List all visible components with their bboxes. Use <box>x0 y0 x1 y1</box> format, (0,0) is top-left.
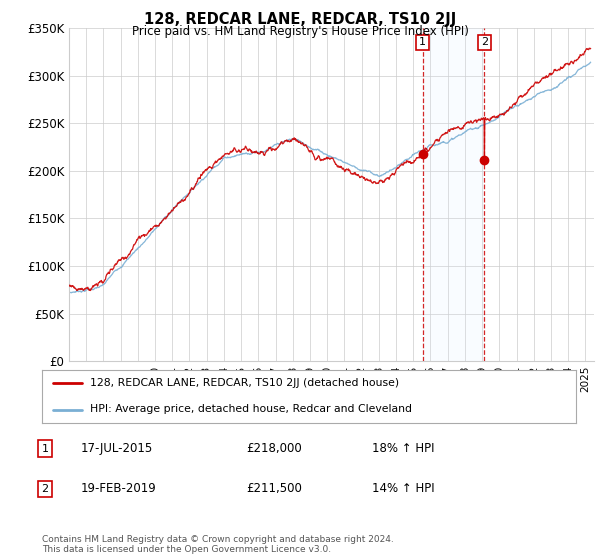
Text: HPI: Average price, detached house, Redcar and Cleveland: HPI: Average price, detached house, Redc… <box>90 404 412 414</box>
Bar <box>422 28 484 361</box>
Text: 128, REDCAR LANE, REDCAR, TS10 2JJ: 128, REDCAR LANE, REDCAR, TS10 2JJ <box>144 12 456 27</box>
Text: £211,500: £211,500 <box>246 482 302 496</box>
Text: 18% ↑ HPI: 18% ↑ HPI <box>372 442 434 455</box>
Text: 19-FEB-2019: 19-FEB-2019 <box>81 482 157 496</box>
Text: Price paid vs. HM Land Registry's House Price Index (HPI): Price paid vs. HM Land Registry's House … <box>131 25 469 38</box>
Text: 14% ↑ HPI: 14% ↑ HPI <box>372 482 434 496</box>
Text: 1: 1 <box>419 38 426 47</box>
Text: £218,000: £218,000 <box>246 442 302 455</box>
Text: 17-JUL-2015: 17-JUL-2015 <box>81 442 153 455</box>
Text: 128, REDCAR LANE, REDCAR, TS10 2JJ (detached house): 128, REDCAR LANE, REDCAR, TS10 2JJ (deta… <box>90 378 399 388</box>
Text: 2: 2 <box>41 484 49 494</box>
Text: 2: 2 <box>481 38 488 47</box>
Text: 1: 1 <box>41 444 49 454</box>
Text: Contains HM Land Registry data © Crown copyright and database right 2024.
This d: Contains HM Land Registry data © Crown c… <box>42 535 394 554</box>
